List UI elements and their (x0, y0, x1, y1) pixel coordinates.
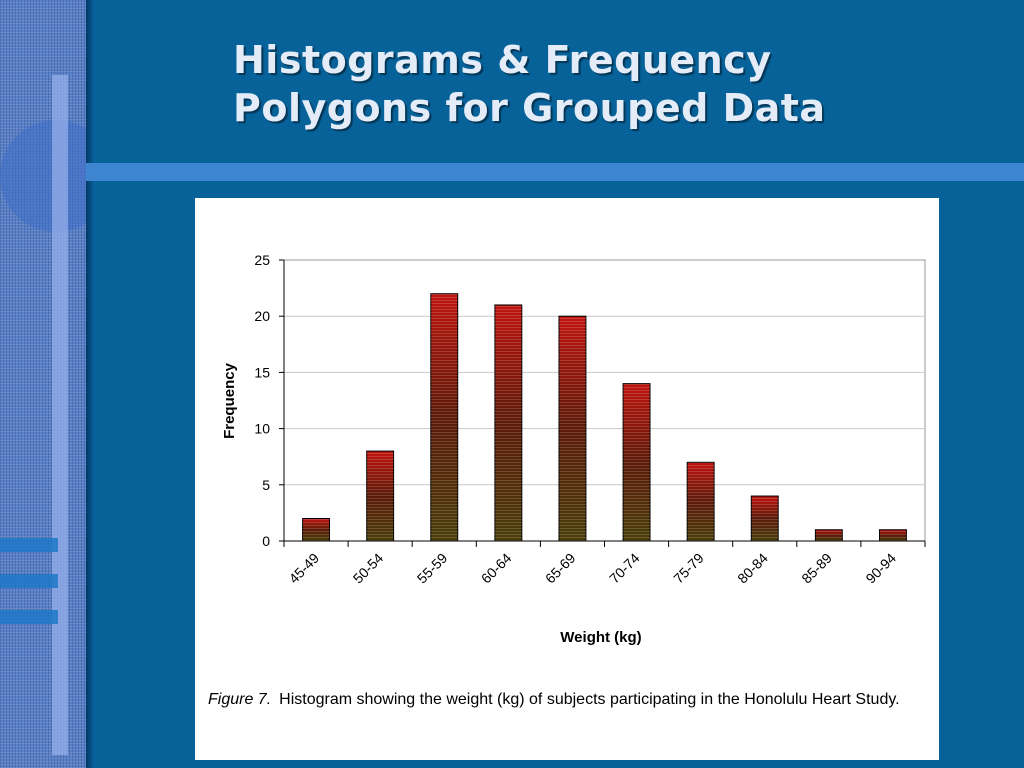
decorative-stripe (0, 538, 58, 552)
chart-bars (302, 293, 907, 542)
histogram-bar-texture (302, 518, 330, 541)
histogram-bar-texture (366, 451, 394, 541)
histogram-bar-texture (558, 316, 586, 541)
decorative-circle (0, 120, 86, 232)
x-tick-label: 75-79 (670, 550, 707, 587)
decorative-stripe (0, 610, 58, 624)
slide-title: Histograms & Frequency Polygons for Grou… (233, 36, 1003, 132)
slide-title-line-2: Polygons for Grouped Data (233, 86, 826, 130)
histogram-chart: 0 5 10 15 20 25 45-49 50-54 55-59 60-64 65-69 70-74… (221, 252, 926, 646)
chart-panel: 0 5 10 15 20 25 45-49 50-54 55-59 60-64 65-69 70-74… (195, 198, 939, 760)
x-tick-label: 45-49 (286, 550, 323, 587)
y-tick-label: 5 (262, 477, 270, 493)
title-divider-band (86, 163, 1024, 181)
x-tick-label: 60-64 (478, 550, 515, 587)
slide-title-line-1: Histograms & Frequency (233, 38, 772, 82)
x-tick-label: 55-59 (414, 550, 451, 587)
figure-caption: Figure 7. Histogram showing the weight (k… (208, 688, 908, 712)
decorative-stripe (0, 574, 58, 588)
y-axis-label: Frequency (221, 362, 238, 439)
y-tick-label: 20 (254, 308, 270, 324)
figure-caption-text: Histogram showing the weight (kg) of sub… (279, 691, 900, 708)
figure-caption-label: Figure 7. (208, 691, 272, 708)
x-tick-label: 90-94 (862, 550, 899, 587)
y-tick-label: 25 (254, 252, 270, 268)
x-tick-label: 70-74 (606, 550, 643, 587)
histogram-bar-texture (751, 496, 779, 541)
sidebar-shadow (86, 0, 94, 768)
histogram-bar-texture (494, 304, 522, 541)
x-axis-label: Weight (kg) (560, 629, 641, 646)
y-tick-label: 0 (262, 533, 270, 549)
y-tick-label: 15 (254, 364, 270, 380)
histogram-bar-texture (623, 383, 651, 541)
histogram-bar-texture (815, 529, 843, 541)
x-tick-label: 65-69 (542, 550, 579, 587)
x-tick-label: 80-84 (734, 550, 771, 587)
decorative-vertical-bar (52, 75, 68, 755)
histogram-bar-texture (687, 462, 715, 541)
histogram-bar-texture (430, 293, 458, 541)
x-tick-label: 50-54 (350, 550, 387, 587)
decorative-sidebar (0, 0, 86, 768)
histogram-bar-texture (879, 529, 907, 541)
y-tick-label: 10 (254, 421, 270, 437)
x-tick-label: 85-89 (798, 550, 835, 587)
chart-axes (279, 259, 926, 547)
